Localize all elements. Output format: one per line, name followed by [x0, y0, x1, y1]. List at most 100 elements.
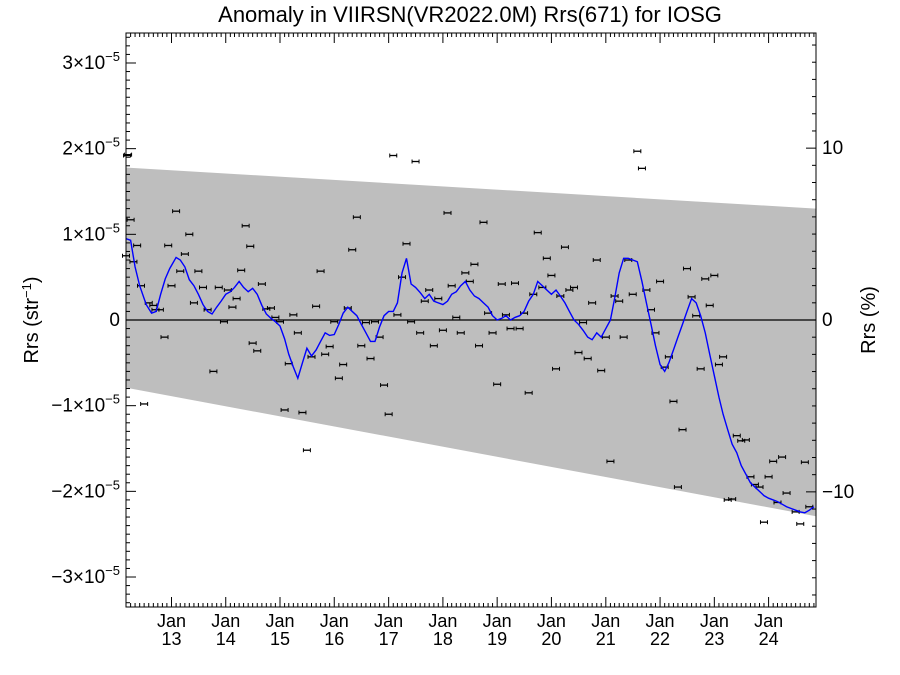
data-point: [515, 326, 524, 331]
data-point: [189, 300, 198, 305]
y2-tick-label: 10: [822, 138, 843, 159]
data-point: [628, 292, 637, 297]
x-tick-label-month: Jan: [157, 611, 186, 631]
data-point: [501, 312, 510, 317]
data-point: [619, 335, 628, 340]
data-point: [701, 276, 710, 281]
data-point: [633, 149, 642, 154]
x-tick-label-month: Jan: [428, 611, 457, 631]
data-point: [741, 437, 750, 442]
data-point: [237, 268, 246, 273]
data-point: [669, 399, 678, 404]
data-point: [656, 279, 665, 284]
data-point: [316, 269, 325, 274]
data-point: [185, 232, 194, 237]
data-point: [461, 270, 470, 275]
y-tick-label: −2×10−5: [51, 477, 120, 502]
data-point: [393, 312, 402, 317]
data-point: [384, 412, 393, 417]
data-point: [429, 343, 438, 348]
data-point: [330, 319, 339, 324]
data-point: [592, 258, 601, 263]
data-point: [579, 320, 588, 325]
data-point: [228, 305, 237, 310]
data-point: [732, 433, 741, 438]
data-point: [180, 252, 189, 257]
x-tick-label-year: 22: [650, 629, 670, 649]
x-tick-label-month: Jan: [700, 611, 729, 631]
x-tick-label-year: 23: [704, 629, 724, 649]
data-point: [366, 356, 375, 361]
data-point: [325, 344, 334, 349]
data-point: [253, 348, 262, 353]
data-point: [506, 326, 515, 331]
data-point: [280, 407, 289, 412]
data-point: [302, 448, 311, 453]
data-point: [687, 294, 696, 299]
data-point: [298, 410, 307, 415]
data-point: [434, 296, 443, 301]
x-axis: Jan13Jan14Jan15Jan16Jan17Jan18Jan19Jan20…: [130, 33, 815, 649]
data-point: [176, 269, 185, 274]
data-point: [361, 320, 370, 325]
data-point: [164, 243, 173, 248]
data-point: [547, 273, 556, 278]
data-point: [470, 262, 479, 267]
x-tick-label-month: Jan: [374, 611, 403, 631]
y-axis-left-label: Rrs (str−1): [19, 276, 43, 363]
y2-tick-label: 0: [822, 310, 833, 331]
x-tick-label-year: 24: [759, 629, 779, 649]
x-tick-label-month: Jan: [591, 611, 620, 631]
x-tick-label-month: Jan: [483, 611, 512, 631]
data-point: [257, 282, 266, 287]
data-point: [402, 241, 411, 246]
data-point: [678, 427, 687, 432]
data-point: [289, 312, 298, 317]
data-point: [510, 281, 519, 286]
data-point: [615, 299, 624, 304]
data-point: [565, 288, 574, 293]
x-tick-label-year: 18: [433, 629, 453, 649]
y2-tick-label: −10: [822, 482, 854, 503]
x-tick-label-month: Jan: [537, 611, 566, 631]
data-point: [380, 383, 389, 388]
data-point: [167, 283, 176, 288]
data-point: [447, 283, 456, 288]
data-point: [560, 245, 569, 250]
data-point: [438, 328, 447, 333]
x-tick-label-month: Jan: [320, 611, 349, 631]
x-tick-label-year: 21: [596, 629, 616, 649]
data-point: [214, 285, 223, 290]
data-point: [588, 300, 597, 305]
data-point: [606, 459, 615, 464]
x-tick-label-year: 13: [161, 629, 181, 649]
data-point: [339, 362, 348, 367]
confidence-band: [126, 167, 816, 517]
data-point: [203, 307, 212, 312]
data-point: [800, 460, 809, 465]
data-point: [533, 230, 542, 235]
data-point: [209, 369, 218, 374]
chart-title: Anomaly in VIIRSN(VR2022.0M) Rrs(671) fo…: [218, 2, 722, 27]
data-point: [475, 343, 484, 348]
y-tick-label: −1×10−5: [51, 392, 120, 417]
x-tick-label-month: Jan: [265, 611, 294, 631]
x-tick-label-year: 16: [324, 629, 344, 649]
data-point: [682, 266, 691, 271]
x-tick-label-year: 20: [541, 629, 561, 649]
data-point: [407, 319, 416, 324]
data-point: [194, 269, 203, 274]
data-point: [714, 362, 723, 367]
data-point: [293, 330, 302, 335]
data-point: [232, 296, 241, 301]
data-point: [452, 315, 461, 320]
x-tick-label-year: 15: [270, 629, 290, 649]
data-point: [583, 356, 592, 361]
data-point: [389, 153, 398, 158]
data-point: [348, 247, 357, 252]
data-point: [443, 210, 452, 215]
data-point: [137, 283, 146, 288]
data-point: [479, 220, 488, 225]
data-point: [778, 455, 787, 460]
